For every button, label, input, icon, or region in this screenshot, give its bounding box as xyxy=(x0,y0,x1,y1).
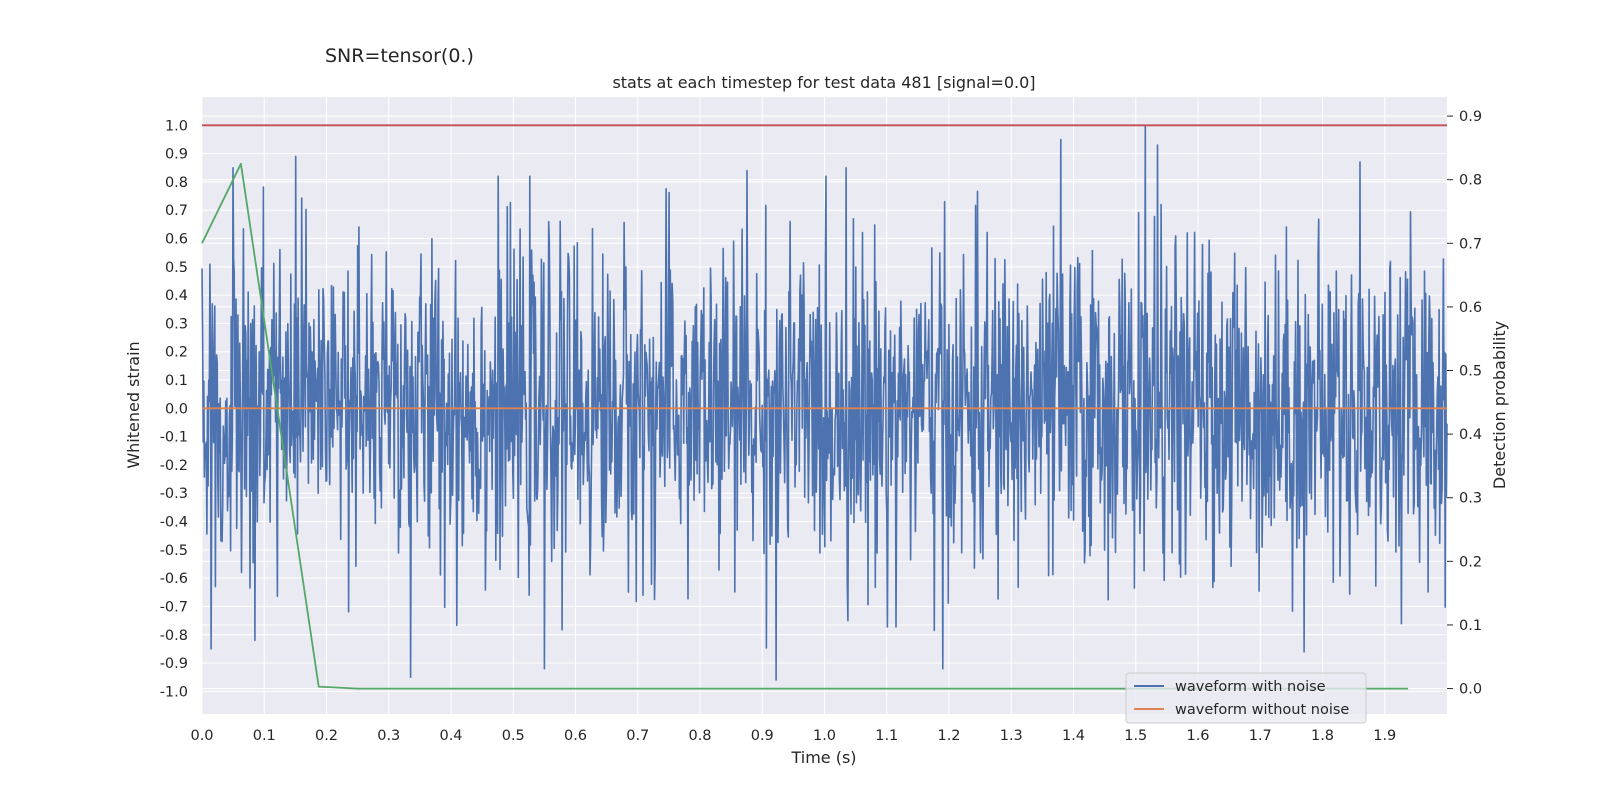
legend: waveform with noise waveform without noi… xyxy=(1125,672,1367,724)
x-tick-label: 1.2 xyxy=(937,728,960,744)
series-line-0 xyxy=(201,124,1448,681)
ticks: 0.0 0.1 0.2 0.3 0.4 0.5 0.6 0.7 0.8 0.9 1.0 1.1 1.2 1… xyxy=(160,109,1482,744)
x-tick-label: 1.6 xyxy=(1186,728,1209,744)
y2-tick-label: 0.5 xyxy=(1459,364,1482,380)
y-tick-label: -0.2 xyxy=(160,458,188,474)
x-axis-label: Time (s) xyxy=(790,748,856,767)
y2-tick-label: 0.3 xyxy=(1459,491,1482,507)
x-tick-label: 1.8 xyxy=(1311,728,1334,744)
y2-tick-label: 0.9 xyxy=(1459,109,1482,125)
y2-tick-label: 0.7 xyxy=(1459,236,1482,252)
y2-tick-label: 0.0 xyxy=(1459,682,1482,698)
x-tick-label: 0.7 xyxy=(626,728,649,744)
y-tick-label: 0.7 xyxy=(165,203,188,219)
x-tick-label: 1.9 xyxy=(1373,728,1396,744)
y2-tick-label: 0.2 xyxy=(1459,554,1482,570)
y-tick-label: -0.1 xyxy=(160,430,188,446)
y2-tick-label: 0.8 xyxy=(1459,173,1482,189)
x-tick-label: 1.1 xyxy=(875,728,898,744)
x-tick-label: 0.1 xyxy=(253,728,276,744)
y2-tick-label: 0.4 xyxy=(1459,427,1482,443)
y-tick-label: -0.6 xyxy=(160,571,188,587)
y-tick-label: 0.9 xyxy=(165,147,188,163)
x-tick-label: 0.5 xyxy=(502,728,525,744)
y-tick-label: -1.0 xyxy=(160,684,188,700)
y-tick-label: 0.8 xyxy=(165,175,188,191)
suptitle: SNR=tensor(0.) xyxy=(325,45,474,67)
y2-axis-label: Detection probability xyxy=(1490,321,1509,489)
y-tick-label: -0.7 xyxy=(160,599,188,615)
x-tick-label: 1.5 xyxy=(1124,728,1147,744)
x-tick-label: 0.0 xyxy=(190,728,213,744)
y-tick-label: 0.5 xyxy=(165,260,188,276)
x-tick-label: 1.0 xyxy=(813,728,836,744)
x-tick-label: 0.8 xyxy=(688,728,711,744)
y-axis-label: Whitened strain xyxy=(124,341,143,468)
legend-box xyxy=(1125,672,1367,724)
x-tick-label: 1.7 xyxy=(1249,728,1272,744)
y-tick-label: -0.8 xyxy=(160,628,188,644)
legend-label-clean: waveform without noise xyxy=(1175,702,1349,718)
x-tick-label: 0.4 xyxy=(439,728,462,744)
x-tick-label: 0.2 xyxy=(315,728,338,744)
y2-tick-label: 0.1 xyxy=(1459,618,1482,634)
legend-label-noise: waveform with noise xyxy=(1175,679,1326,695)
y-tick-label: 0.3 xyxy=(165,316,188,332)
y-tick-label: 0.2 xyxy=(165,345,188,361)
x-tick-label: 1.4 xyxy=(1062,728,1085,744)
y-tick-label: 0.0 xyxy=(165,401,188,417)
y-tick-label: -0.5 xyxy=(160,543,188,559)
y-tick-label: -0.4 xyxy=(160,515,188,531)
y-tick-label: 0.4 xyxy=(165,288,188,304)
x-tick-label: 1.3 xyxy=(1000,728,1023,744)
y-tick-label: 1.0 xyxy=(165,118,188,134)
y-tick-label: -0.3 xyxy=(160,486,188,502)
x-tick-label: 0.9 xyxy=(751,728,774,744)
y-tick-label: -0.9 xyxy=(160,656,188,672)
y2-tick-label: 0.6 xyxy=(1459,300,1482,316)
x-tick-label: 0.6 xyxy=(564,728,587,744)
x-tick-label: 0.3 xyxy=(377,728,400,744)
y-tick-label: 0.6 xyxy=(165,232,188,248)
chart-title: stats at each timestep for test data 481… xyxy=(612,73,1035,92)
y-tick-label: 0.1 xyxy=(165,373,188,389)
